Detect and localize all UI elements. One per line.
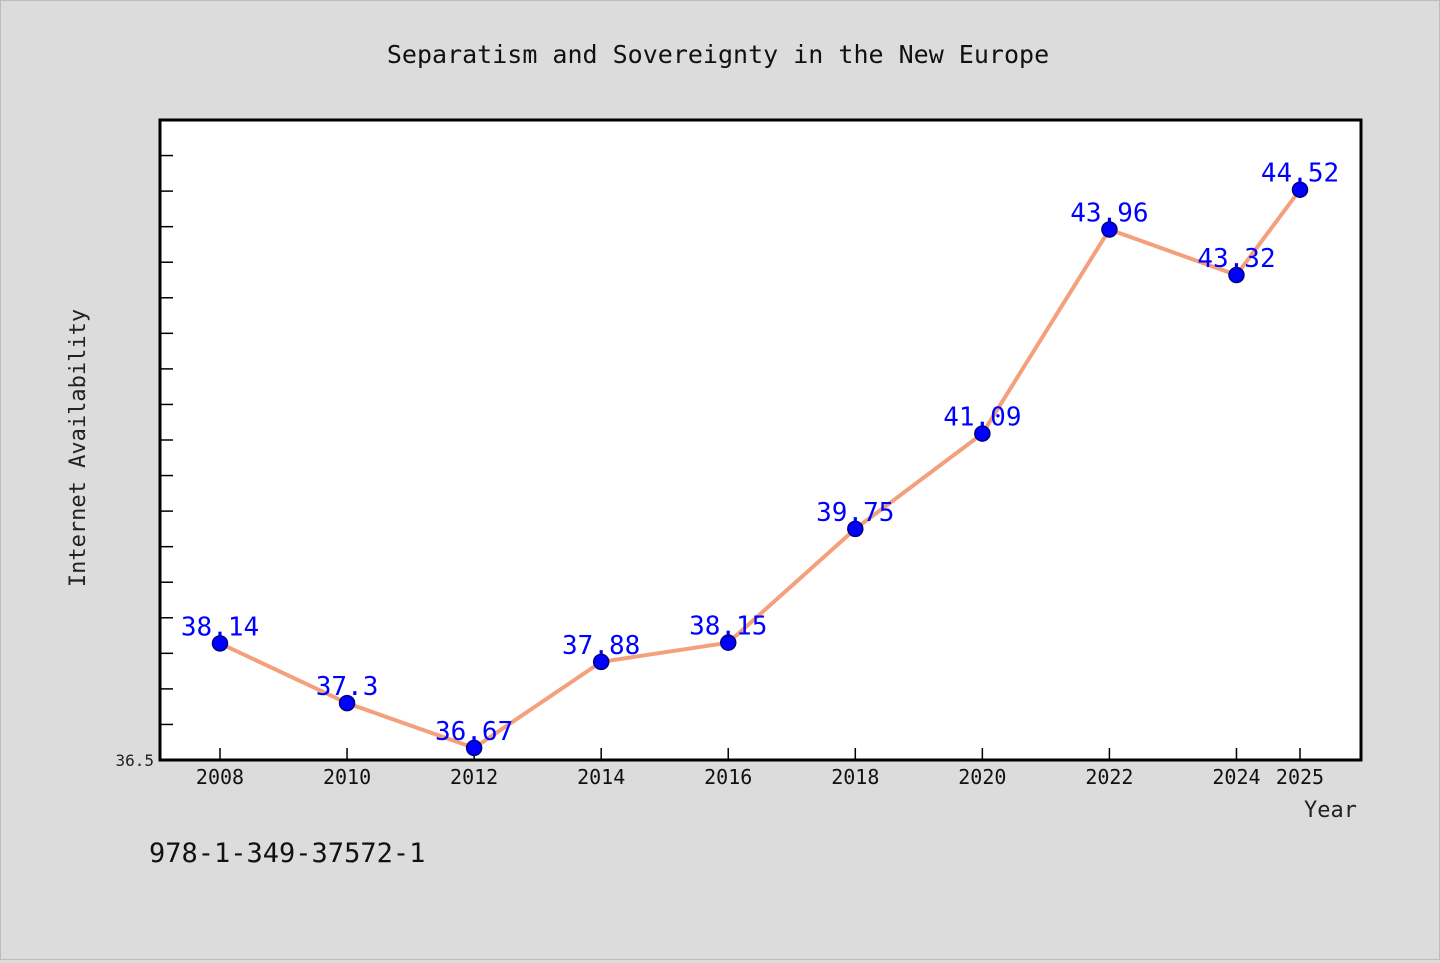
data-label: 38.14: [181, 612, 259, 642]
data-point: [211, 635, 229, 652]
x-tick-label: 2022: [1085, 765, 1133, 789]
data-point: [1291, 181, 1309, 198]
data-point: [338, 694, 356, 712]
plot-area: [158, 118, 1363, 762]
x-tick-label: 2025: [1276, 765, 1324, 789]
x-tick-label: 2010: [323, 765, 371, 789]
data-point: [465, 739, 483, 757]
x-tick-label: 2018: [831, 765, 879, 789]
data-point: [719, 634, 737, 651]
x-tick-label: 2020: [958, 765, 1006, 789]
x-tick-label: 2016: [704, 765, 752, 789]
data-point: [1228, 266, 1245, 284]
x-tick-label: 2012: [450, 765, 498, 789]
series-line-layer: 38.14 37.3 36.67 37.88 38.15 39.75 41.09 43.96 4…: [181, 159, 1339, 757]
data-label: 36.67: [435, 717, 513, 747]
x-tick-label: 2024: [1212, 765, 1260, 789]
y-axis-ticks: 36.5: [115, 119, 173, 770]
data-label: 39.75: [816, 498, 894, 528]
data-label: 43.32: [1197, 244, 1275, 274]
series-line: [218, 187, 1302, 750]
data-label: 38.15: [689, 612, 767, 642]
x-axis-ticks: 2008 2010 2012 2014 2016 2018 2020 2022 2024 2025: [196, 748, 1324, 789]
data-point: [974, 425, 991, 442]
data-label: 43.96: [1070, 199, 1148, 229]
isbn-text: 978-1-349-37572-1: [149, 838, 425, 869]
x-tick-label: 2014: [577, 765, 625, 789]
chart-title: Separatism and Sovereignty in the New Eu…: [387, 40, 1049, 69]
data-point: [592, 653, 610, 671]
y-axis-label: Internet Availability: [66, 309, 91, 587]
x-tick-label: 2008: [196, 765, 244, 789]
data-label: 37.3: [316, 672, 379, 702]
data-point: [847, 520, 864, 538]
data-label: 37.88: [562, 631, 640, 661]
data-label: 44.52: [1261, 159, 1339, 189]
data-label: 41.09: [943, 403, 1021, 433]
y-tick-label: 36.5: [115, 751, 154, 770]
data-point: [1101, 221, 1118, 238]
x-axis-label: Year: [1304, 798, 1357, 823]
